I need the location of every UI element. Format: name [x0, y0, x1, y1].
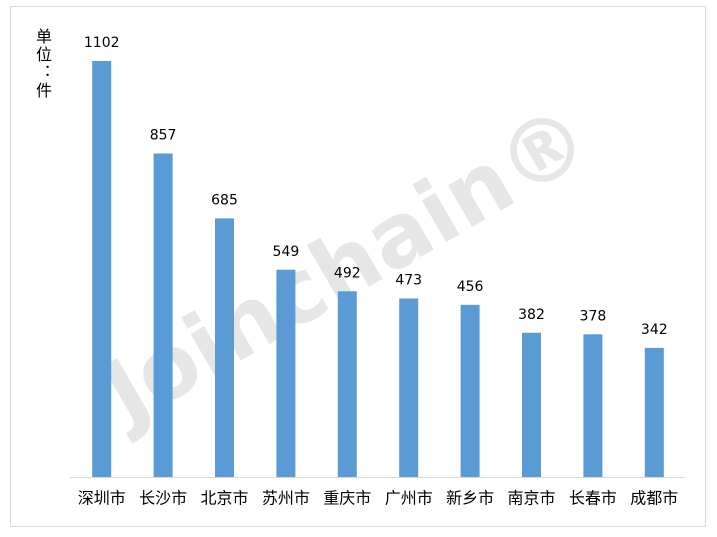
bar: [215, 218, 234, 477]
value-label: 685: [211, 192, 238, 208]
x-tick-label: 成都市: [630, 489, 678, 508]
value-label: 378: [580, 308, 607, 324]
value-label: 342: [641, 322, 668, 338]
x-tick-label: 新乡市: [446, 489, 494, 508]
value-label: 473: [395, 272, 422, 288]
bar: [153, 153, 173, 478]
value-label: 857: [150, 127, 177, 143]
x-tick-label: 广州市: [385, 489, 433, 508]
bar: [522, 332, 541, 477]
bar: [399, 298, 419, 477]
value-label: 492: [334, 265, 361, 281]
value-label: 549: [273, 244, 300, 260]
bar: [337, 291, 357, 477]
bar: [583, 334, 603, 477]
bar: [460, 304, 480, 477]
bar: [92, 60, 112, 478]
x-tick-label: 南京市: [507, 489, 555, 508]
value-label: 382: [518, 307, 545, 323]
x-tick-label: 北京市: [200, 489, 248, 508]
x-tick-label: 苏州市: [262, 489, 310, 508]
x-tick-label: 长春市: [569, 489, 617, 508]
bar: [276, 269, 296, 477]
bar: [644, 347, 664, 477]
x-tick-label: 重庆市: [323, 489, 371, 508]
value-label: 456: [457, 279, 484, 295]
value-label: 1102: [84, 35, 120, 51]
x-tick-label: 深圳市: [78, 489, 126, 508]
x-tick-label: 长沙市: [139, 489, 187, 508]
y-axis-label: 单位：件: [33, 28, 52, 100]
